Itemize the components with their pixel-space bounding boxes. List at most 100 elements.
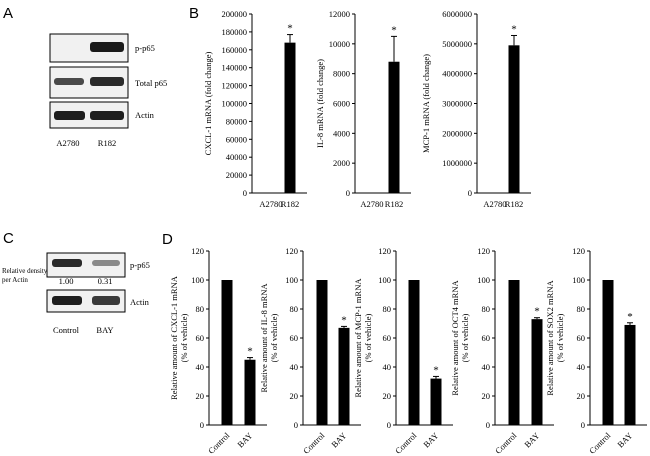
bar — [602, 280, 614, 425]
significance-marker: * — [287, 23, 293, 35]
y-tick-label: 40 — [577, 362, 586, 372]
y-tick-label: 40 — [290, 362, 299, 372]
y-tick-label: 100 — [191, 275, 204, 285]
bar — [508, 45, 520, 194]
y-tick-label: 100 — [477, 275, 490, 285]
y-tick-label: 160000 — [222, 45, 248, 55]
panel-label-d: D — [162, 231, 173, 248]
x-category-label: BAY — [421, 430, 440, 449]
y-tick-label: 40000 — [226, 152, 247, 162]
y-tick-label: 40 — [482, 362, 491, 372]
band-actin-r182 — [90, 111, 124, 120]
y-axis-label: (% of vehicle) — [460, 314, 470, 363]
bar-chart-8: 0 20 40 60 80 100 120 Control * BAY Relative amoun… — [545, 246, 647, 456]
bar — [284, 42, 296, 193]
y-tick-label: 120 — [285, 246, 298, 256]
y-axis-label: Relative amount of SOX2 mRNA — [545, 280, 555, 396]
bar — [408, 280, 420, 425]
y-tick-label: 5000000 — [442, 39, 472, 49]
blot-lane-label: Control — [53, 325, 80, 335]
blot-panel-c: p-p65 Actin Relative density per Actin 1… — [2, 252, 150, 335]
y-tick-label: 140000 — [222, 63, 248, 73]
x-category-label: A2780 — [259, 199, 282, 209]
y-tick-label: 0 — [486, 420, 490, 430]
y-tick-label: 3000000 — [442, 99, 472, 109]
y-tick-label: 100000 — [222, 99, 248, 109]
bar — [508, 280, 520, 425]
y-tick-label: 60 — [383, 333, 392, 343]
y-tick-label: 80 — [383, 304, 392, 314]
y-tick-label: 4000000 — [442, 69, 472, 79]
y-axis-label: Relative amount of IL-8 mRNA — [259, 283, 269, 393]
panel-label-c: C — [3, 230, 14, 247]
blot-panel-a: p-p65 Total p65 Actin A2780 R182 — [49, 33, 167, 148]
bar — [221, 280, 233, 425]
bar — [531, 319, 543, 425]
y-tick-label: 60 — [196, 333, 205, 343]
significance-marker: * — [247, 346, 253, 358]
blot-lane-label: R182 — [98, 138, 116, 148]
y-tick-label: 20 — [482, 391, 491, 401]
y-tick-label: 4000 — [333, 128, 350, 138]
y-tick-label: 120 — [572, 246, 585, 256]
y-axis-label: CXCL-1 mRNA (fold change) — [203, 52, 213, 156]
bar-chart-3: 0 1000000 2000000 3000000 4000000 5000000 6000… — [421, 9, 531, 209]
bar-chart-6: 0 20 40 60 80 100 120 Control * BAY Relative amoun… — [353, 246, 453, 456]
band-p-p65-control — [52, 259, 82, 267]
y-tick-label: 200000 — [222, 9, 248, 19]
y-tick-label: 2000 — [333, 158, 350, 168]
y-tick-label: 180000 — [222, 27, 248, 37]
band-total-p65-a2780 — [54, 78, 84, 85]
blot-lane-label: BAY — [96, 325, 113, 335]
y-tick-label: 20 — [290, 391, 299, 401]
y-tick-label: 0 — [346, 188, 350, 198]
y-tick-label: 12000 — [329, 9, 350, 19]
bar — [430, 378, 442, 425]
y-axis-label: IL-8 mRNA (fold change) — [315, 59, 325, 148]
significance-marker: * — [341, 314, 347, 326]
x-category-label: Control — [393, 430, 419, 456]
y-tick-label: 10000 — [329, 39, 350, 49]
y-tick-label: 120 — [477, 246, 490, 256]
blot-row-label: Actin — [130, 297, 150, 307]
bar — [624, 324, 636, 425]
band-actin-bay — [92, 296, 120, 305]
band-p-p65-r182 — [90, 42, 124, 52]
x-category-label: Control — [206, 430, 232, 456]
y-tick-label: 120000 — [222, 81, 248, 91]
bar — [338, 327, 350, 425]
y-tick-label: 0 — [243, 188, 247, 198]
x-category-label: BAY — [615, 430, 634, 449]
y-tick-label: 0 — [468, 188, 472, 198]
density-value: 1.00 — [59, 276, 74, 286]
y-axis-label: (% of vehicle) — [555, 314, 565, 363]
y-tick-label: 0 — [581, 420, 585, 430]
y-tick-label: 20000 — [226, 170, 247, 180]
y-axis-label: (% of vehicle) — [269, 314, 279, 363]
density-value: 0.31 — [98, 276, 113, 286]
blot-row-label: p-p65 — [135, 43, 155, 53]
x-category-label: Control — [587, 430, 613, 456]
density-label: Relative density — [2, 267, 48, 275]
x-category-label: R182 — [281, 199, 299, 209]
blot-strip-actin — [46, 289, 126, 313]
bar — [388, 61, 400, 193]
y-tick-label: 120 — [191, 246, 204, 256]
bar-chart-5: 0 20 40 60 80 100 120 Control * BAY Relative amoun… — [259, 246, 361, 456]
y-tick-label: 100 — [378, 275, 391, 285]
y-tick-label: 6000000 — [442, 9, 472, 19]
y-tick-label: 1000000 — [442, 158, 472, 168]
bar — [244, 359, 256, 425]
y-tick-label: 80 — [577, 304, 586, 314]
blot-lane-label: A2780 — [56, 138, 79, 148]
x-category-label: BAY — [329, 430, 348, 449]
significance-marker: * — [534, 306, 540, 318]
y-tick-label: 60 — [482, 333, 491, 343]
bar — [316, 280, 328, 425]
y-tick-label: 20 — [577, 391, 586, 401]
band-actin-control — [52, 296, 82, 305]
panel-label-b: B — [189, 5, 199, 22]
y-axis-label: Relative amount of MCP-1 mRNA — [353, 278, 363, 398]
significance-marker: * — [433, 364, 439, 376]
